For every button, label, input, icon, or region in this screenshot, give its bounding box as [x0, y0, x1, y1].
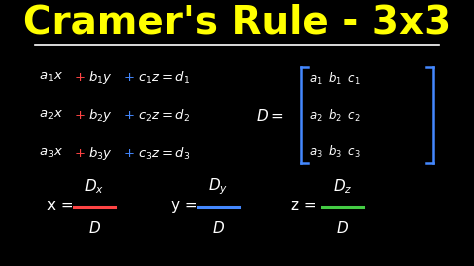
Text: $a_3x$: $a_3x$	[39, 147, 63, 160]
Text: $a_2x$: $a_2x$	[39, 109, 63, 122]
Text: z =: z =	[291, 198, 316, 213]
Text: $+$: $+$	[74, 71, 85, 84]
Text: $D =$: $D =$	[255, 108, 283, 124]
Text: $c_3z = d_3$: $c_3z = d_3$	[138, 146, 190, 162]
Text: $c_2z = d_2$: $c_2z = d_2$	[138, 108, 190, 124]
Text: $D_y$: $D_y$	[209, 176, 228, 197]
Text: Cramer's Rule - 3x3: Cramer's Rule - 3x3	[23, 4, 451, 42]
Text: $c_1z = d_1$: $c_1z = d_1$	[138, 70, 190, 86]
Text: $b_1y$: $b_1y$	[88, 69, 113, 86]
Text: $a_3 \;\; b_3 \;\; c_3$: $a_3 \;\; b_3 \;\; c_3$	[310, 144, 361, 160]
Text: $D_z$: $D_z$	[333, 177, 352, 196]
Text: $+$: $+$	[123, 147, 135, 160]
Text: $+$: $+$	[74, 147, 85, 160]
Text: $b_2y$: $b_2y$	[88, 107, 113, 124]
Text: $b_3y$: $b_3y$	[88, 145, 113, 162]
Text: $a_1x$: $a_1x$	[39, 71, 63, 84]
Text: $D$: $D$	[212, 220, 225, 236]
Text: $a_1 \;\; b_1 \;\; c_1$: $a_1 \;\; b_1 \;\; c_1$	[310, 71, 361, 87]
Text: $a_2 \;\; b_2 \;\; c_2$: $a_2 \;\; b_2 \;\; c_2$	[310, 108, 361, 124]
Text: $+$: $+$	[74, 109, 85, 122]
Text: $D$: $D$	[336, 220, 349, 236]
Text: x =: x =	[47, 198, 73, 213]
Text: $D_x$: $D_x$	[84, 177, 105, 196]
Text: $+$: $+$	[123, 109, 135, 122]
Text: $D$: $D$	[88, 220, 101, 236]
Text: $+$: $+$	[123, 71, 135, 84]
Text: y =: y =	[171, 198, 198, 213]
